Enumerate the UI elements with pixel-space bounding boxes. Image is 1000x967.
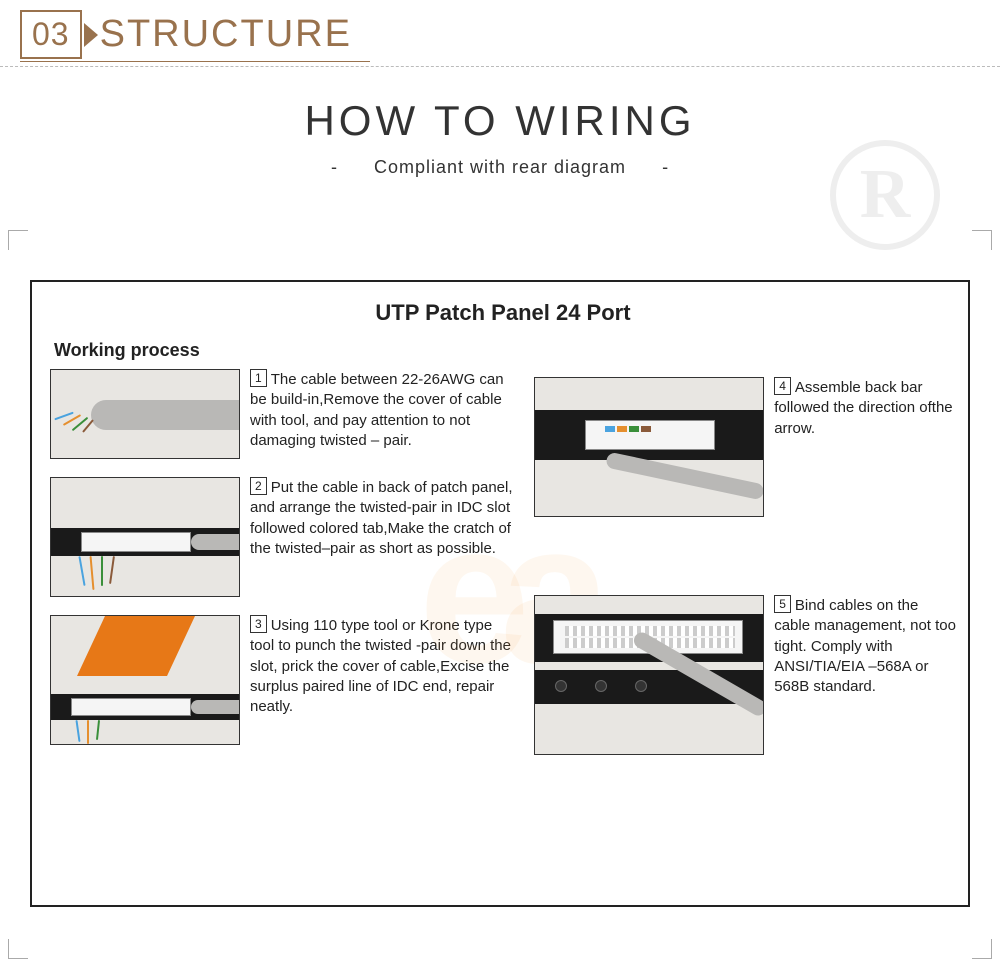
step-number-badge: 1 xyxy=(250,369,267,387)
step-1-text: 1The cable between 22-26AWG can be build… xyxy=(250,369,516,459)
step-5-image xyxy=(534,595,764,755)
columns: 1The cable between 22-26AWG can be build… xyxy=(50,369,956,773)
crop-mark-icon xyxy=(972,230,992,250)
step-4-image xyxy=(534,377,764,517)
left-column: 1The cable between 22-26AWG can be build… xyxy=(50,369,516,773)
page-subtitle: - Compliant with rear diagram - xyxy=(0,157,1000,178)
step-number-badge: 5 xyxy=(774,595,791,613)
diagram-frame: ea UTP Patch Panel 24 Port Working proce… xyxy=(30,280,970,907)
step-2-image xyxy=(50,477,240,597)
diagram-title: UTP Patch Panel 24 Port xyxy=(50,300,956,326)
dash-right: - xyxy=(662,157,669,177)
step-5-text: 5Bind cables on the cable management, no… xyxy=(774,595,956,755)
step-2-text: 2Put the cable in back of patch panel, a… xyxy=(250,477,516,597)
step-2: 2Put the cable in back of patch panel, a… xyxy=(50,477,516,597)
header-underline xyxy=(20,61,370,62)
page-title: HOW TO WIRING xyxy=(0,97,1000,145)
step-1-image xyxy=(50,369,240,459)
step-4-text: 4Assemble back bar followed the directio… xyxy=(774,377,956,517)
section-number-box: 03 xyxy=(20,10,82,59)
step-number-badge: 4 xyxy=(774,377,791,395)
step-number-badge: 3 xyxy=(250,615,267,633)
dash-left: - xyxy=(331,157,338,177)
step-1: 1The cable between 22-26AWG can be build… xyxy=(50,369,516,459)
step-5: 5Bind cables on the cable management, no… xyxy=(534,595,956,755)
subtitle-text: Compliant with rear diagram xyxy=(374,157,626,177)
step-number-badge: 2 xyxy=(250,477,267,495)
step-4: 4Assemble back bar followed the directio… xyxy=(534,377,956,517)
crop-mark-icon xyxy=(8,230,28,250)
step-3-text: 3Using 110 type tool or Krone type tool … xyxy=(250,615,516,745)
section-title: STRUCTURE xyxy=(100,13,352,56)
section-header: 03 STRUCTURE xyxy=(0,0,1000,59)
right-column: 4Assemble back bar followed the directio… xyxy=(534,369,956,773)
triangle-right-icon xyxy=(84,23,98,47)
working-process-heading: Working process xyxy=(54,340,956,361)
crop-mark-icon xyxy=(972,939,992,959)
crop-mark-icon xyxy=(8,939,28,959)
step-3: 3Using 110 type tool or Krone type tool … xyxy=(50,615,516,745)
dashed-divider xyxy=(0,66,1000,67)
step-3-image xyxy=(50,615,240,745)
